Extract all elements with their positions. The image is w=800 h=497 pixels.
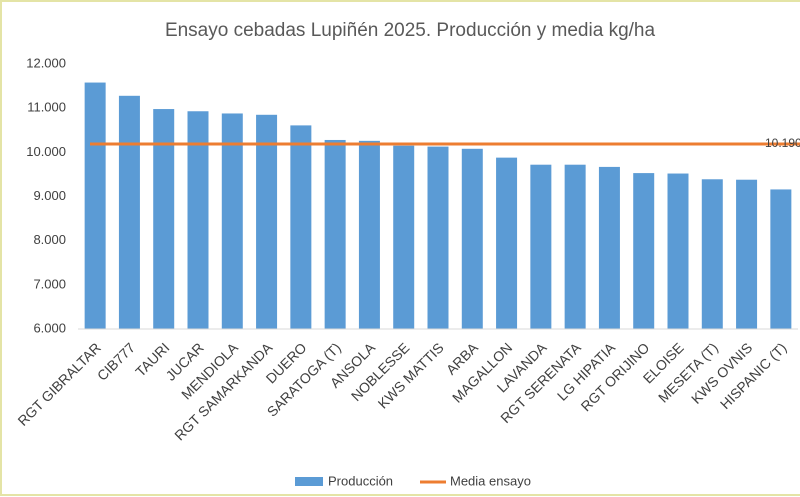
bar bbox=[187, 111, 209, 329]
bar bbox=[496, 157, 518, 329]
bar bbox=[701, 179, 723, 329]
bar bbox=[427, 146, 449, 329]
legend-swatch bbox=[295, 477, 323, 486]
bar bbox=[598, 166, 620, 329]
bar bbox=[84, 82, 106, 329]
y-tick-label: 8.000 bbox=[33, 232, 66, 247]
legend-label: Producción bbox=[328, 473, 393, 488]
bar bbox=[736, 179, 758, 329]
legend-label: Media ensayo bbox=[450, 473, 531, 488]
y-tick-label: 11.000 bbox=[27, 100, 66, 115]
bar bbox=[324, 139, 346, 329]
reference-label: 10.190 bbox=[765, 136, 800, 150]
bar bbox=[770, 189, 792, 329]
bar bbox=[290, 125, 312, 330]
y-tick-label: 10.000 bbox=[26, 144, 66, 159]
bar bbox=[118, 95, 140, 329]
bar bbox=[221, 113, 243, 329]
bar bbox=[393, 145, 415, 329]
y-tick-label: 7.000 bbox=[33, 276, 66, 291]
y-tick-label: 9.000 bbox=[33, 188, 66, 203]
y-tick-label: 6.000 bbox=[33, 320, 66, 335]
bar bbox=[461, 148, 483, 329]
y-tick-label: 12.000 bbox=[26, 55, 66, 70]
x-tick-label: RGT GIBRALTAR bbox=[14, 339, 103, 428]
x-tick-label: CIB777 bbox=[94, 339, 138, 383]
bar bbox=[358, 140, 380, 329]
bar bbox=[564, 164, 586, 329]
chart-title: Ensayo cebadas Lupiñén 2025. Producción … bbox=[165, 20, 656, 41]
bar bbox=[530, 164, 552, 329]
bar bbox=[153, 109, 175, 329]
bar bbox=[633, 173, 655, 329]
bar bbox=[667, 173, 689, 329]
bar bbox=[256, 114, 278, 330]
